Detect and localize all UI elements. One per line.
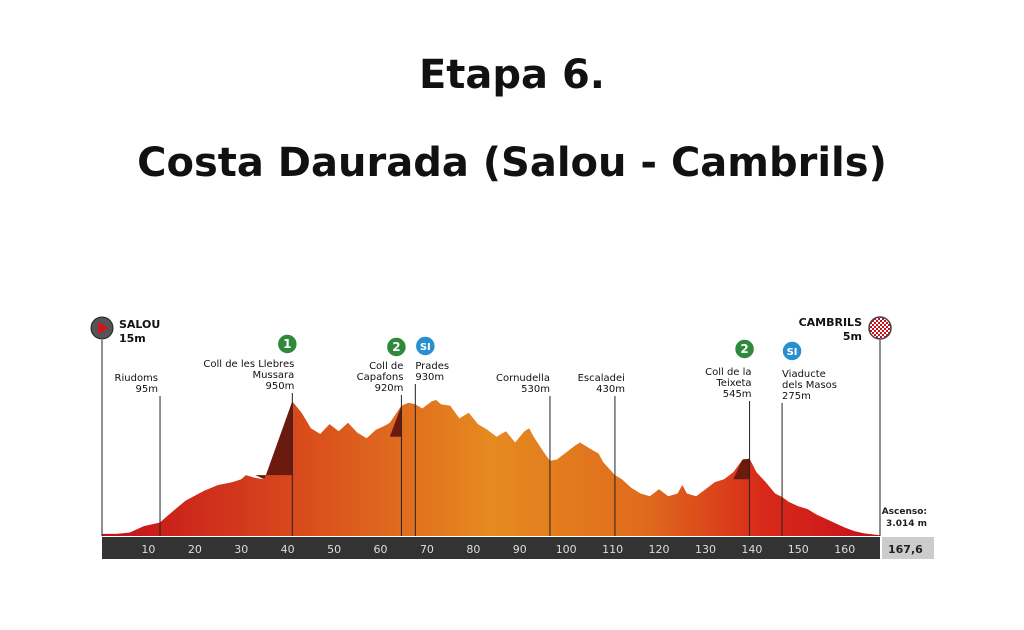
x-tick-label: 130 — [695, 543, 716, 556]
stage-subtitle: Costa Daurada (Salou - Cambrils) — [137, 140, 887, 186]
badge-label: 2 — [740, 342, 748, 356]
x-tick-label: 120 — [649, 543, 670, 556]
point-altitude: 430m — [596, 384, 625, 395]
finish-flag-icon — [868, 316, 892, 340]
x-tick-label: 70 — [420, 543, 434, 556]
x-tick-label: 90 — [513, 543, 527, 556]
x-tick-label: 30 — [234, 543, 248, 556]
start-arrow-icon — [98, 322, 109, 334]
badge-circle — [414, 335, 437, 357]
point-altitude: 95m — [136, 384, 158, 395]
point-altitude: 275m — [782, 391, 811, 402]
point-name: Cornudella — [496, 373, 550, 384]
badge-label: SI — [420, 342, 431, 353]
stage-title: Etapa 6. — [418, 52, 605, 98]
climb-section-2 — [389, 405, 402, 437]
point-altitude: 920m — [375, 383, 404, 394]
badge-label: 2 — [392, 340, 400, 354]
x-tick-label: 10 — [141, 543, 155, 556]
x-tick-label: 40 — [281, 543, 295, 556]
mountain-category-badge-icon: 2 — [733, 338, 756, 360]
climb-section-3 — [733, 458, 750, 480]
x-tick-label: 60 — [374, 543, 388, 556]
finish-name: CAMBRILS — [799, 316, 862, 329]
badge-circle — [276, 333, 299, 355]
ascent-value: 3.014 m — [886, 519, 927, 529]
finish-marker — [868, 316, 892, 340]
x-tick-label: 20 — [188, 543, 202, 556]
x-tick-label: 140 — [741, 543, 762, 556]
x-tick-label: 160 — [834, 543, 855, 556]
point-name: Coll de les Llebres — [203, 359, 294, 370]
point-name: Mussara — [253, 370, 295, 381]
point-name: dels Masos — [782, 380, 837, 391]
badge-circle — [385, 336, 408, 358]
point-name: Escaladei — [578, 373, 625, 384]
climb-section-1 — [255, 401, 293, 480]
finish-altitude: 5m — [843, 330, 862, 343]
point-altitude: 545m — [723, 389, 752, 400]
point-altitude: 530m — [521, 384, 550, 395]
point-name: Riudoms — [115, 373, 158, 384]
badge-label: 1 — [283, 337, 291, 351]
sprint-badge-icon: SI — [781, 340, 803, 362]
badge-circle — [781, 340, 803, 362]
point-name: Coll de la — [705, 367, 751, 378]
badge-label: SI — [787, 347, 798, 358]
point-name: Teixeta — [715, 378, 751, 389]
elevation-profile — [102, 400, 880, 536]
mountain-category-badge-icon: 1 — [276, 333, 299, 355]
sprint-badge-icon: SI — [414, 335, 437, 357]
x-tick-label: 80 — [466, 543, 480, 556]
x-tick-label: 100 — [556, 543, 577, 556]
start-marker — [90, 316, 114, 340]
x-tick-label: 50 — [327, 543, 341, 556]
start-altitude: 15m — [119, 332, 146, 345]
point-name: Coll de — [369, 361, 403, 372]
point-name: Capafons — [357, 372, 404, 383]
point-name: Prades — [415, 361, 449, 372]
ascent-label: Ascenso: — [882, 507, 927, 517]
mountain-category-badge-icon: 2 — [385, 336, 408, 358]
point-name: Viaducte — [782, 369, 826, 380]
total-distance-label: 167,6 — [888, 543, 923, 556]
x-tick-label: 110 — [602, 543, 623, 556]
badge-circle — [733, 338, 756, 360]
point-altitude: 950m — [265, 381, 294, 392]
total-distance-box — [882, 537, 934, 559]
x-tick-label: 150 — [788, 543, 809, 556]
x-axis-bar — [102, 537, 880, 559]
point-altitude: 930m — [415, 372, 444, 383]
start-name: SALOU — [119, 318, 160, 331]
